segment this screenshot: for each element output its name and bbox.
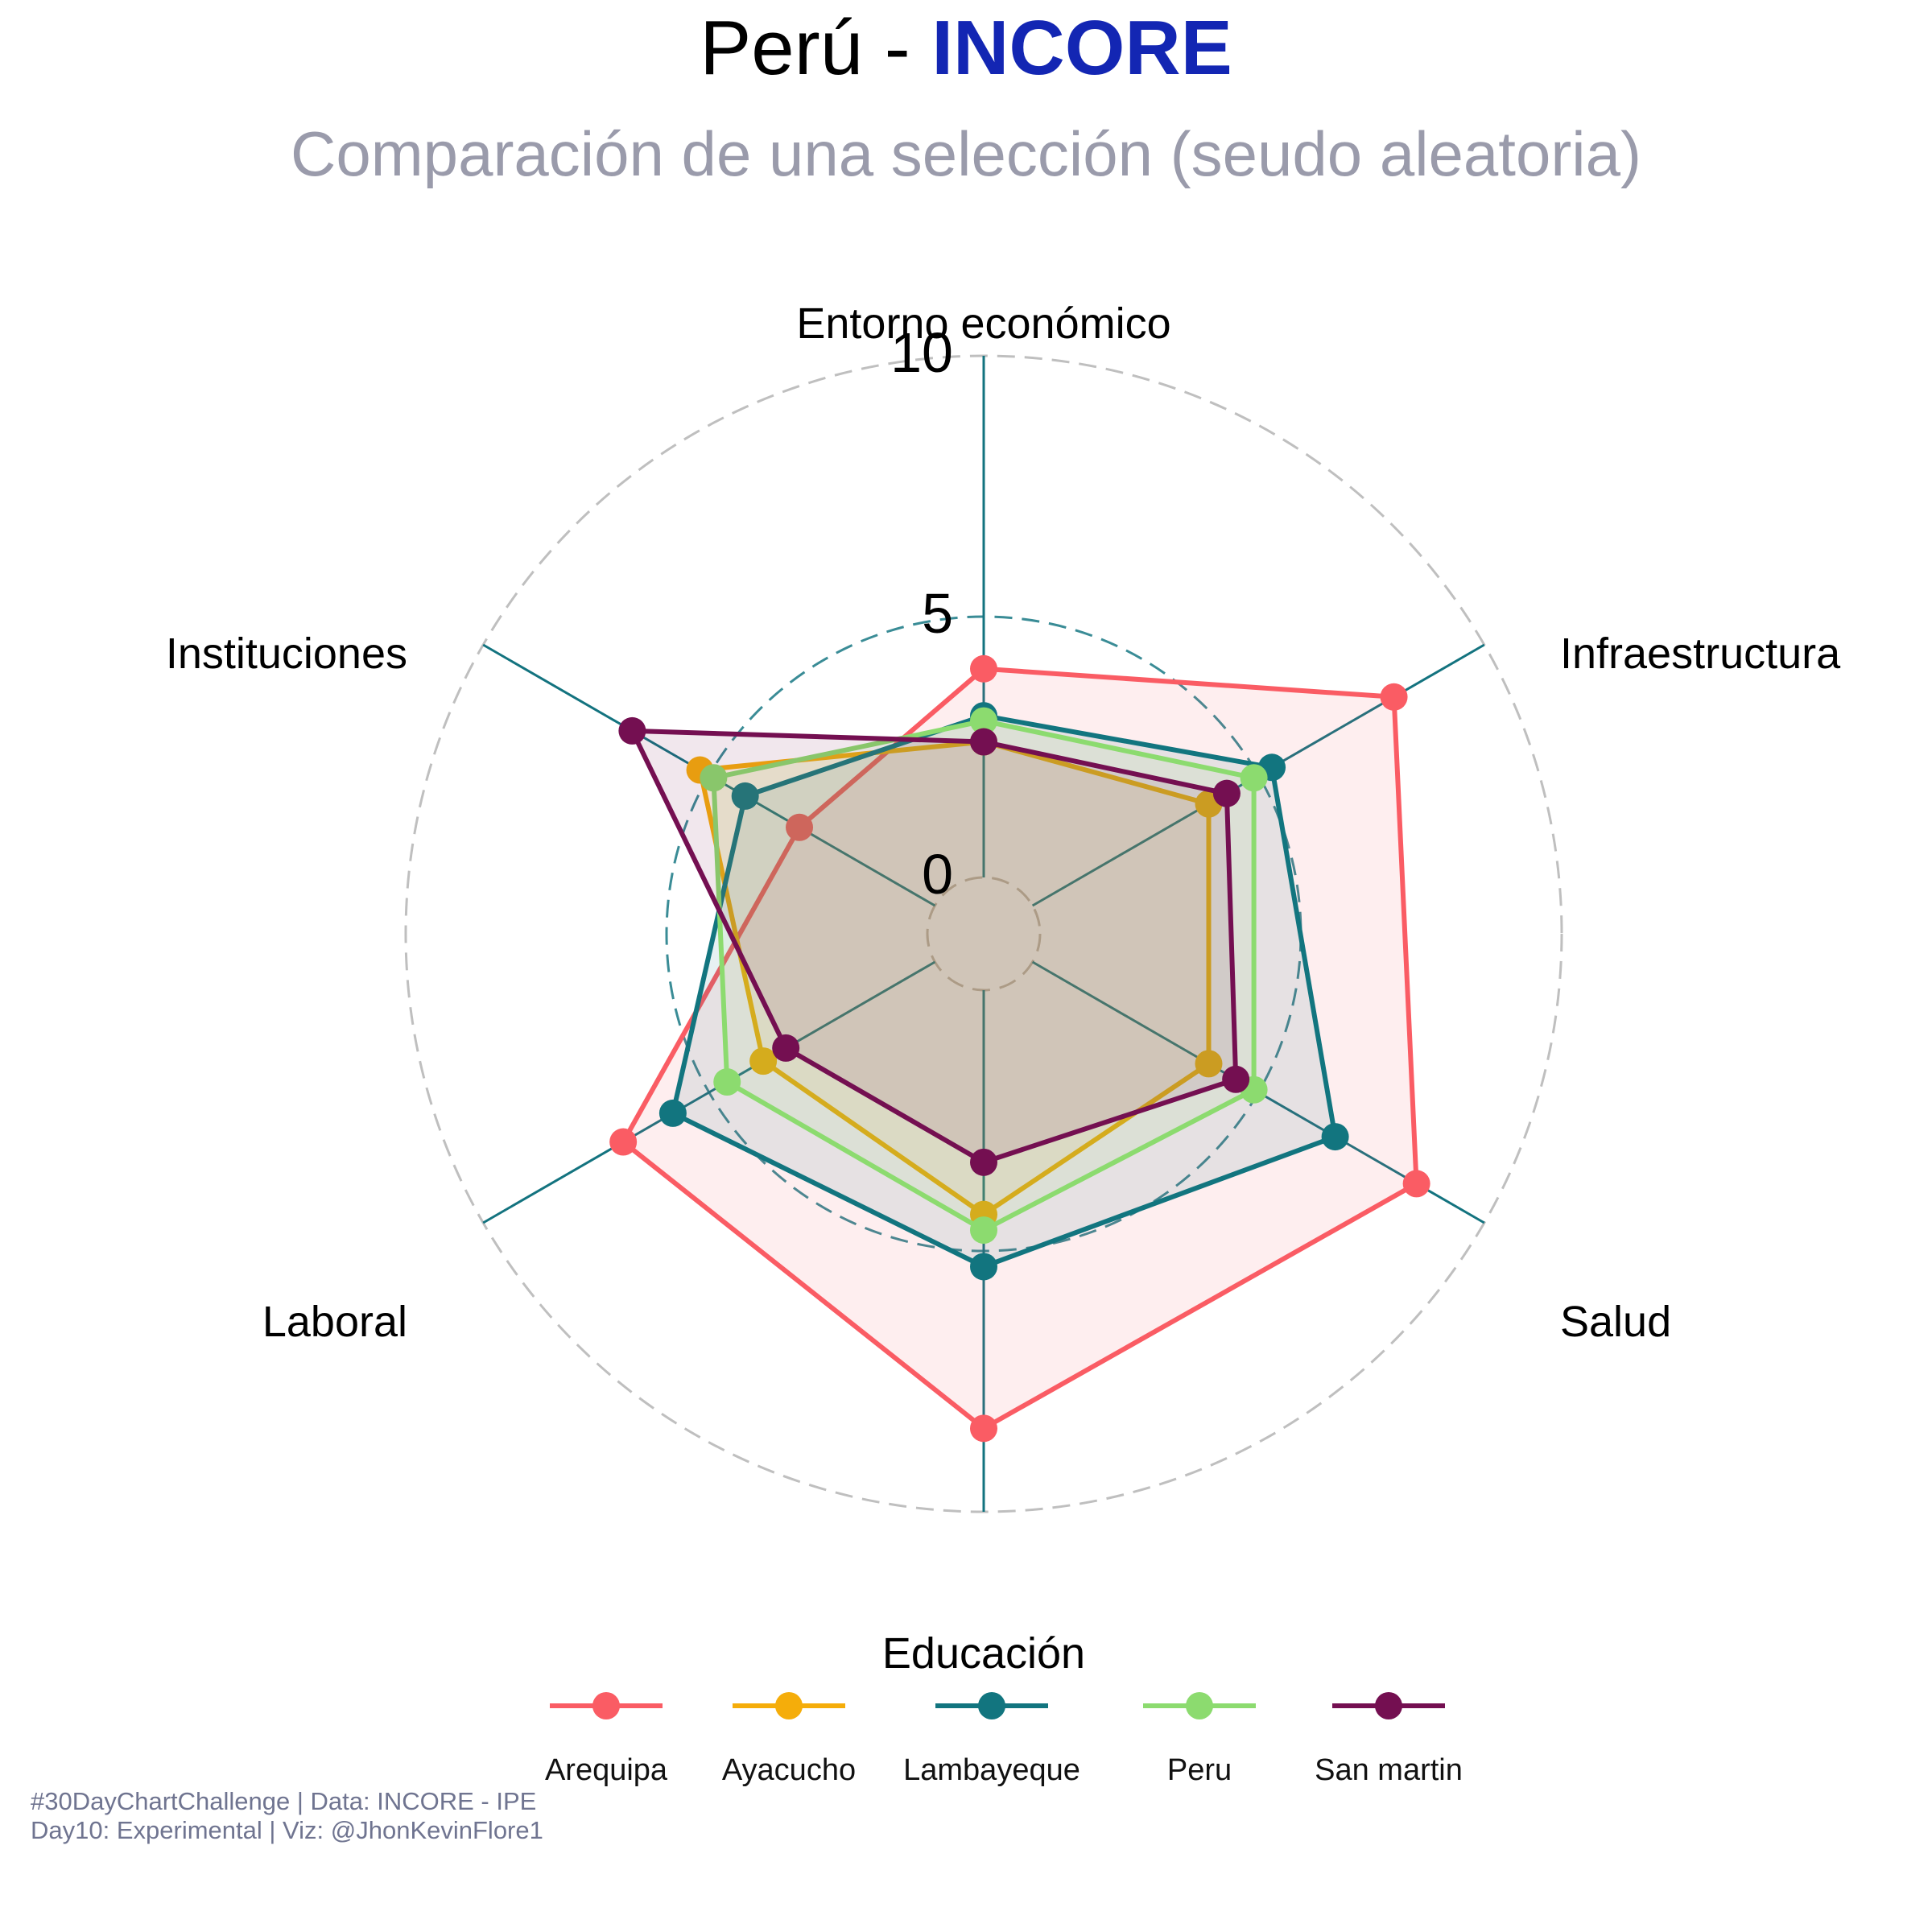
axis-label-laboral: Laboral <box>262 1298 407 1346</box>
legend-item-arequipa: Arequipa <box>545 1692 668 1787</box>
point-lambayeque-salud <box>1321 1123 1349 1151</box>
point-peru-instituciones <box>700 764 728 792</box>
legend-key-marker <box>1186 1692 1213 1719</box>
ring-label-5: 5 <box>922 582 953 645</box>
chart-subtitle: Comparación de una selección (seudo alea… <box>291 118 1641 189</box>
title-prefix: Perú - <box>700 5 931 91</box>
series-san-martin <box>618 716 1250 1176</box>
ring-labels: 0 5 10 <box>890 321 953 906</box>
point-lambayeque-educacion <box>970 1253 997 1281</box>
radar-series <box>609 654 1430 1443</box>
legend-key-marker <box>978 1692 1005 1719</box>
axis-labels: Entorno económico Infraestructura Salud Edu… <box>166 299 1841 1678</box>
legend-label: San martin <box>1315 1753 1463 1787</box>
series-area-arequipa <box>623 668 1417 1429</box>
point-peru-laboral <box>713 1068 741 1096</box>
legend-label: Lambayeque <box>903 1753 1080 1787</box>
legend-label: Arequipa <box>545 1753 668 1787</box>
point-arequipa-salud <box>1402 1170 1430 1198</box>
legend-item-san-martin: San martin <box>1315 1692 1463 1787</box>
axis-label-instituciones: Instituciones <box>166 630 407 678</box>
point-arequipa-infraestructura <box>1380 683 1408 711</box>
axis-label-salud: Salud <box>1560 1298 1671 1346</box>
legend-item-ayacucho: Ayacucho <box>722 1692 856 1787</box>
caption-line-1: #30DayChartChallenge | Data: INCORE - IP… <box>31 1787 536 1815</box>
series-arequipa <box>609 654 1430 1443</box>
axis-spoke-laboral <box>482 960 936 1224</box>
chart-title: Perú - INCORE <box>700 5 1232 91</box>
title-accent: INCORE <box>931 5 1232 91</box>
legend-item-peru: Peru <box>1143 1692 1256 1787</box>
point-peru-infraestructura <box>1240 764 1268 792</box>
axis-label-educacion: Educación <box>882 1629 1085 1678</box>
point-ayacucho-laboral <box>749 1047 778 1075</box>
legend-key-marker <box>592 1692 620 1719</box>
ring-label-10: 10 <box>890 321 953 384</box>
series-area-ayacucho <box>700 741 1209 1215</box>
series-area-peru <box>713 720 1254 1231</box>
series-peru <box>700 707 1268 1245</box>
series-area-san-martin <box>632 730 1236 1162</box>
point-arequipa-instituciones <box>786 813 814 841</box>
point-ayacucho-salud <box>1195 1050 1223 1078</box>
legend-key-marker <box>775 1692 803 1719</box>
legend-item-lambayeque: Lambayeque <box>903 1692 1080 1787</box>
point-arequipa-laboral <box>609 1128 638 1156</box>
point-arequipa-educacion <box>970 1414 997 1443</box>
point-san-martin-salud <box>1222 1065 1250 1093</box>
point-peru-educacion <box>970 1216 997 1245</box>
point-san-martin-infraestructura <box>1212 779 1241 807</box>
point-san-martin-instituciones <box>618 716 646 745</box>
point-san-martin-educacion <box>970 1148 997 1176</box>
series-ayacucho <box>686 728 1223 1228</box>
point-san-martin-laboral <box>772 1034 800 1062</box>
legend-label: Ayacucho <box>722 1753 856 1787</box>
point-lambayeque-laboral <box>658 1099 687 1127</box>
point-peru-entorno-economico <box>970 707 997 735</box>
legend: Arequipa Ayacucho Lambayeque Peru San martin <box>545 1692 1463 1787</box>
legend-key-marker <box>1375 1692 1402 1719</box>
point-lambayeque-instituciones <box>731 782 759 810</box>
axis-label-infraestructura: Infraestructura <box>1560 630 1841 678</box>
legend-label: Peru <box>1167 1753 1232 1787</box>
point-arequipa-entorno-economico <box>970 654 997 683</box>
axis-label-entorno-economico: Entorno económico <box>796 299 1170 348</box>
point-san-martin-entorno-economico <box>970 728 997 756</box>
caption-line-2: Day10: Experimental | Viz: @JhonKevinFlo… <box>31 1816 543 1844</box>
series-area-lambayeque <box>672 716 1335 1267</box>
ring-label-0: 0 <box>922 843 953 906</box>
